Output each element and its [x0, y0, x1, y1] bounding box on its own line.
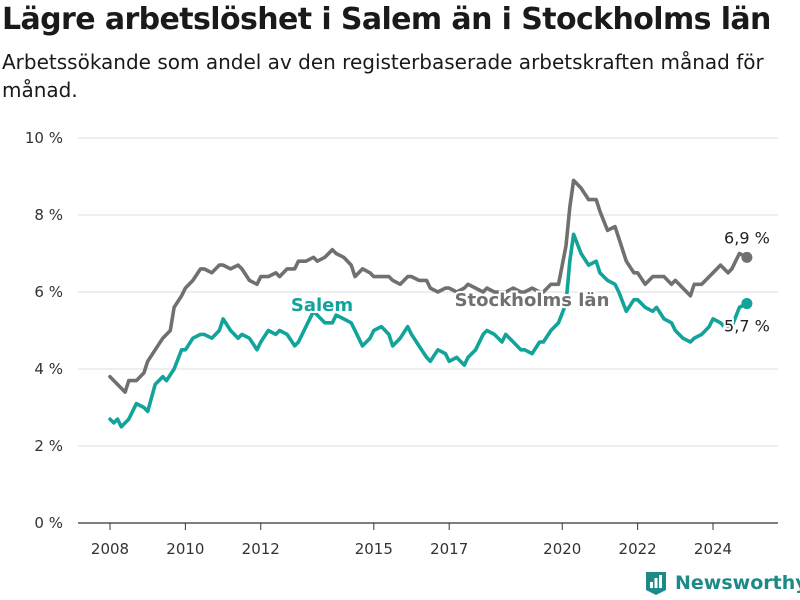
x-tick-label: 2008: [91, 540, 129, 558]
y-tick-label: 4 %: [34, 360, 63, 378]
chart-subtitle: Arbetssökande som andel av den registerb…: [2, 50, 764, 102]
x-tick-label: 2015: [355, 540, 393, 558]
x-tick-label: 2010: [166, 540, 204, 558]
x-tick-label: 2022: [619, 540, 657, 558]
y-tick-label: 10 %: [25, 129, 63, 147]
y-tick-label: 0 %: [34, 514, 63, 532]
x-tick-label: 2017: [430, 540, 468, 558]
y-axis-ticks: 0 % 2 % 4 % 6 % 8 % 10 %: [25, 129, 63, 532]
series-line-salem: [108, 232, 749, 429]
gridlines: [78, 137, 778, 524]
end-value-label: 5,7 %: [724, 317, 770, 336]
x-tick-label: 2024: [694, 540, 732, 558]
y-tick-label: 2 %: [34, 437, 63, 455]
series-name-label: Stockholms län: [455, 290, 610, 311]
series-name-label: Salem: [291, 295, 353, 316]
series-labels: Salem Stockholms län 6,9 % 5,7 %: [289, 226, 772, 337]
chart-title: Lägre arbetslöshet i Salem än i Stockhol…: [2, 2, 771, 37]
y-tick-label: 6 %: [34, 283, 63, 301]
end-point-stockholms-län: [741, 251, 753, 263]
y-tick-label: 8 %: [34, 206, 63, 224]
series-line-stockholms-län: [108, 178, 749, 394]
end-value-label: 6,9 %: [724, 228, 770, 247]
x-tick-label: 2020: [543, 540, 581, 558]
series-lines: [108, 178, 753, 429]
brand-name: Newsworthy: [675, 572, 800, 594]
x-tick-label: 2012: [242, 540, 280, 558]
end-point-salem: [741, 298, 753, 310]
x-axis-ticks: 2008 2010 2012 2015 2017 2020 2022 2024: [91, 523, 732, 558]
newsworthy-logo-icon: [646, 572, 666, 595]
brand-logo[interactable]: Newsworthy: [644, 568, 800, 598]
